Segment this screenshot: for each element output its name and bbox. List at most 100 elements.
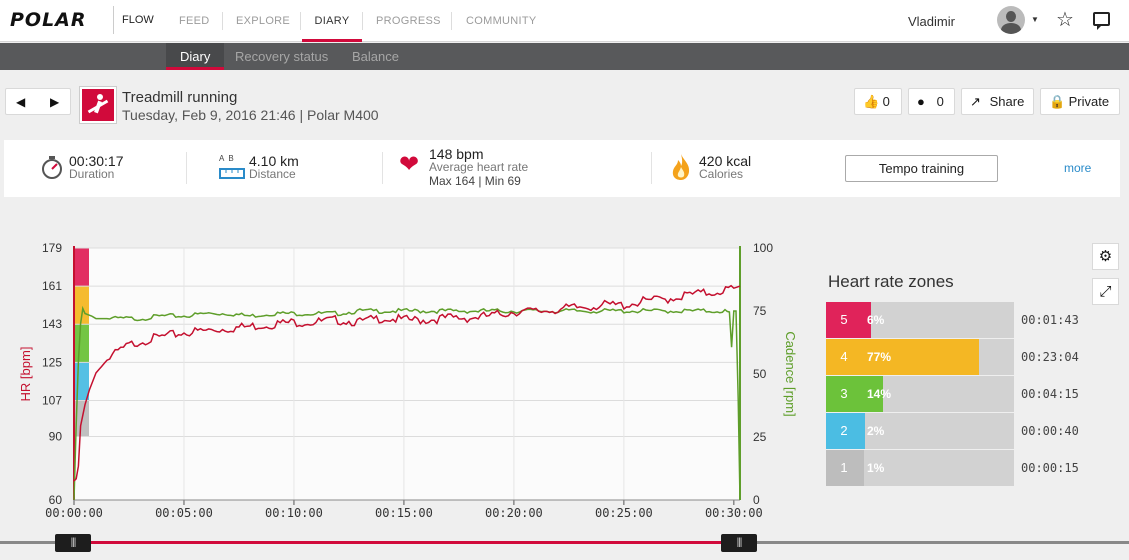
hr-tick-label: 107: [42, 393, 62, 407]
hr-axis-ticks: 179 161 143 125 107 90 60: [42, 241, 62, 507]
nav-feed[interactable]: FEED: [179, 15, 210, 27]
zone-time: 00:00:40: [1021, 424, 1079, 438]
nav-explore[interactable]: EXPLORE: [236, 15, 291, 27]
like-button[interactable]: 👍 0: [854, 88, 902, 115]
prev-arrow-icon[interactable]: ◀: [16, 95, 26, 109]
cadence-axis-ticks: 100 75 50 25 0: [753, 241, 773, 507]
star-icon[interactable]: ☆: [1056, 9, 1074, 31]
hr-zone-row[interactable]: 2 2%: [826, 413, 1014, 449]
exercise-title: Treadmill running: [122, 89, 238, 106]
flame-icon: [672, 154, 690, 180]
distance-label: Distance: [249, 167, 296, 181]
chat-icon[interactable]: [1093, 12, 1110, 30]
next-arrow-icon[interactable]: ▶: [50, 95, 60, 109]
time-tick-label: 00:00:00: [45, 506, 103, 520]
cadence-tick-label: 75: [753, 304, 767, 318]
hr-zone-row[interactable]: 4 77%: [826, 339, 1014, 375]
stopwatch-icon: [42, 156, 62, 179]
treadmill-icon: [79, 86, 117, 124]
cadence-axis-label: Cadence [rpm]: [783, 331, 798, 416]
distance-value: 4.10 km: [249, 153, 299, 169]
zone-number: 2: [826, 413, 862, 449]
zone-time: 00:23:04: [1021, 350, 1079, 364]
comment-button[interactable]: ● 0: [908, 88, 955, 115]
hr-zone-row[interactable]: 3 14%: [826, 376, 1014, 412]
distance-icon-label: A B: [219, 154, 234, 163]
avatar-head: [1006, 11, 1016, 22]
hr-tick-label: 125: [42, 355, 62, 369]
share-icon: ↗: [970, 94, 981, 109]
tab-diary[interactable]: Diary: [166, 43, 225, 70]
sub-nav: Diary Recovery status Balance: [0, 43, 1129, 70]
zone-number: 4: [826, 339, 862, 375]
time-tick-label: 00:05:00: [155, 506, 213, 520]
time-tick-label: 00:25:00: [595, 506, 653, 520]
caret-down-icon[interactable]: ▼: [1031, 15, 1039, 24]
polar-logo[interactable]: POLAR: [10, 9, 87, 31]
privacy-label: Private: [1068, 94, 1110, 109]
zone-bar: [862, 450, 864, 486]
timeline-start-handle[interactable]: |||: [55, 534, 91, 552]
nav-community[interactable]: COMMUNITY: [466, 15, 537, 27]
nav-divider: [300, 12, 301, 30]
nav-progress[interactable]: PROGRESS: [376, 15, 441, 27]
chart-settings-gear-icon[interactable]: ⚙: [1092, 243, 1119, 270]
summary-divider: [382, 152, 383, 184]
cadence-tick-label: 100: [753, 241, 773, 255]
duration-label: Duration: [69, 167, 115, 181]
share-button[interactable]: ↗ Share: [961, 88, 1034, 115]
avatar[interactable]: [997, 6, 1025, 34]
user-name[interactable]: Vladimir: [908, 14, 955, 29]
calories-value: 420 kcal: [699, 153, 752, 169]
timeline-end-handle[interactable]: |||: [721, 534, 757, 552]
summary-divider: [651, 152, 652, 184]
zone-percent: 2%: [867, 424, 885, 438]
zone-number: 3: [826, 376, 862, 412]
cadence-tick-label: 25: [753, 430, 767, 444]
hr-zone-row[interactable]: 5 6%: [826, 302, 1014, 338]
hr-label: Average heart rate: [429, 160, 529, 174]
fullscreen-expand-icon[interactable]: ⤢: [1092, 278, 1119, 305]
plot-background: [74, 248, 740, 500]
cadence-tick-label: 50: [753, 367, 767, 381]
hr-zones-title: Heart rate zones: [828, 272, 954, 291]
series-layer: [73, 284, 741, 501]
hr-zone-band-segment: [74, 324, 89, 363]
hr-zone-row[interactable]: 1 1%: [826, 450, 1014, 486]
zone-bar: [862, 376, 883, 412]
zone-time: 00:00:15: [1021, 461, 1079, 475]
zone-percent: 14%: [867, 387, 892, 401]
thumbs-up-icon: 👍: [863, 94, 880, 109]
zone-bar: [862, 302, 871, 338]
hr-tick-label: 60: [49, 493, 63, 507]
hr-tick-label: 90: [49, 429, 63, 443]
prev-next-arrows: ◀ ▶: [5, 88, 71, 115]
hr-minmax: Max 164 | Min 69: [429, 174, 521, 188]
time-tick-label: 00:15:00: [375, 506, 433, 520]
training-benefit-button[interactable]: Tempo training: [845, 155, 998, 182]
more-link[interactable]: more: [1064, 161, 1092, 175]
zone-time: 00:01:43: [1021, 313, 1079, 327]
zone-time: 00:04:15: [1021, 387, 1079, 401]
ruler-icon: [219, 168, 245, 179]
zone-percent: 6%: [867, 313, 885, 327]
hr-value: 148 bpm: [429, 146, 484, 162]
tab-balance[interactable]: Balance: [352, 49, 399, 64]
heart-icon: ❤: [399, 151, 420, 178]
flow-label: FLOW: [113, 6, 154, 34]
top-bar: POLAR FLOW FEED EXPLORE DIARY PROGRESS C…: [0, 0, 1129, 42]
comment-icon: ●: [917, 94, 925, 109]
privacy-button[interactable]: 🔒 Private: [1040, 88, 1120, 115]
hr-series-line: [73, 284, 741, 482]
calories-label: Calories: [699, 167, 744, 181]
hr-tick-label: 179: [42, 241, 62, 255]
tab-recovery-status[interactable]: Recovery status: [235, 49, 329, 64]
time-axis-ticks: 00:00:00 00:05:00 00:10:00 00:15:00 00:20:00…: [45, 506, 763, 520]
zone-bar: [862, 413, 865, 449]
share-label: Share: [989, 94, 1025, 109]
zone-bar: [862, 339, 979, 375]
nav-diary[interactable]: DIARY: [302, 0, 362, 42]
summary-bar: 00:30:17 Duration A B 4.10 km Distance ❤…: [4, 140, 1120, 197]
comment-count: 0: [936, 94, 944, 109]
